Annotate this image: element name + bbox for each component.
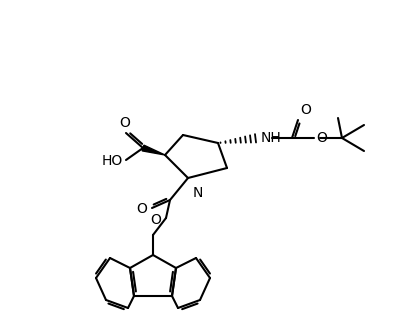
Text: O: O bbox=[300, 103, 311, 117]
Text: N: N bbox=[193, 186, 203, 200]
Text: O: O bbox=[120, 116, 130, 130]
Text: O: O bbox=[136, 202, 147, 216]
Text: O: O bbox=[316, 131, 327, 145]
Text: NH: NH bbox=[261, 131, 282, 145]
Text: HO: HO bbox=[102, 154, 123, 168]
Polygon shape bbox=[142, 145, 165, 155]
Text: O: O bbox=[150, 213, 161, 227]
